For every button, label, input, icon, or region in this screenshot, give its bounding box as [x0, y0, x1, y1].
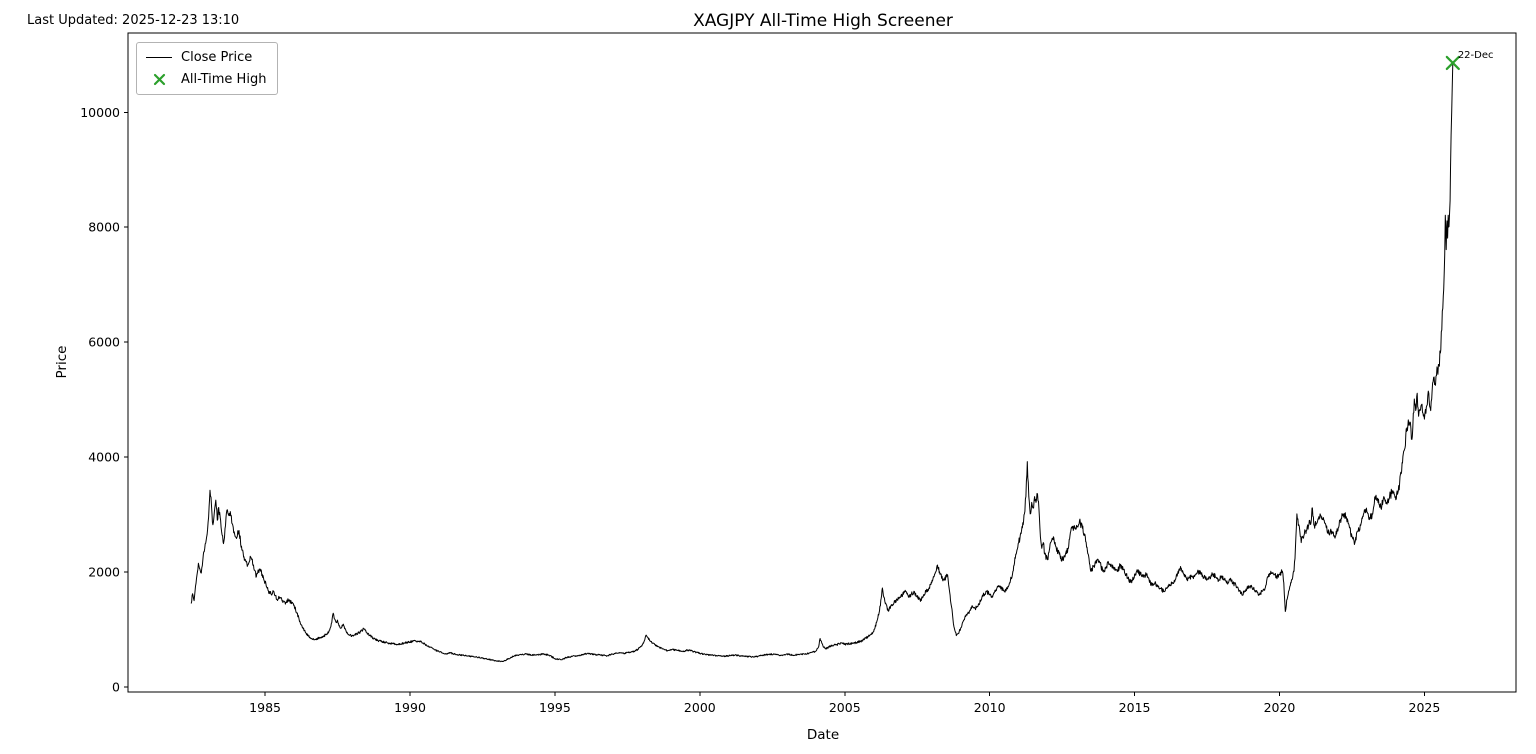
ath-annotation: 22-Dec — [1458, 50, 1494, 61]
close-price-line-icon — [146, 56, 172, 58]
x-tick-label: 2005 — [829, 700, 861, 715]
x-tick-label: 2015 — [1119, 700, 1151, 715]
x-tick-label: 2020 — [1264, 700, 1296, 715]
x-tick-label: 2025 — [1409, 700, 1441, 715]
y-tick-label: 6000 — [88, 335, 120, 350]
legend-item-close-price: Close Price — [146, 48, 266, 66]
ath-x-icon — [146, 72, 172, 87]
last-updated-text: Last Updated: 2025-12-23 13:10 — [27, 13, 240, 28]
y-tick-label: 4000 — [88, 449, 120, 464]
y-axis-label: Price — [54, 345, 70, 379]
close-price-line — [190, 62, 1454, 663]
x-tick-label: 1995 — [539, 700, 571, 715]
x-tick-label: 1990 — [394, 700, 426, 715]
y-tick-label: 8000 — [88, 220, 120, 235]
y-tick-label: 10000 — [80, 105, 120, 120]
legend-item-all-time-high: All-Time High — [146, 70, 266, 88]
y-tick-label: 2000 — [88, 564, 120, 579]
x-tick-label: 1985 — [249, 700, 281, 715]
chart-title: XAGJPY All-Time High Screener — [693, 11, 953, 31]
y-tick-label: 0 — [112, 679, 120, 694]
ath-marker-icon — [1445, 55, 1460, 71]
legend: Close Price All-Time High — [136, 42, 279, 95]
x-tick-label: 2010 — [974, 700, 1006, 715]
legend-label-all-time-high: All-Time High — [181, 71, 267, 87]
plot-frame — [127, 32, 1517, 693]
x-axis-label: Date — [806, 727, 840, 743]
x-tick-label: 2000 — [684, 700, 716, 715]
legend-label-close-price: Close Price — [181, 49, 253, 65]
